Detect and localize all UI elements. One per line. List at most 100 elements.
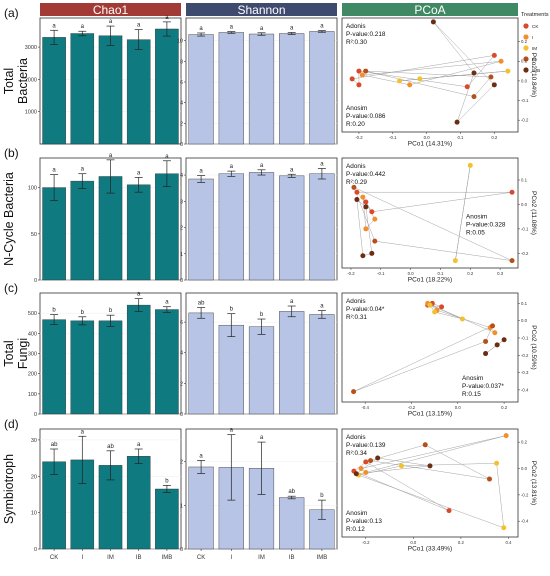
pcoa-panel-b-xlabel: PCo1 (18.22%) <box>408 277 452 284</box>
shannon-panel-a-bar-ck <box>188 34 214 145</box>
shannon-panel-b-ytick-label: 4 <box>180 173 183 179</box>
chao1-panel-b-ytick-label: 0 <box>34 278 37 284</box>
shannon-panel-b-sig-letter: a <box>230 164 234 170</box>
pcoa-panel-a-anosim-line: R:0.20 <box>346 121 365 128</box>
shannon-panel-d-ytick-label: 2 <box>180 460 183 466</box>
shannon-panel-c-ytick-label: 0 <box>180 412 183 418</box>
chao1-panel-a: 1000 2000 3000 a a a a a <box>25 15 182 145</box>
chao1-panel-c-ytick-label: 0 <box>34 412 37 418</box>
pcoa-panel-a-point-ib <box>488 74 494 80</box>
chao1-panel-c-sig-letter: b <box>52 308 56 314</box>
pcoa-panel-c-ytick-label: -0.3 <box>521 370 529 375</box>
row-title-b: N-Cycle Bacteria <box>2 172 16 266</box>
pcoa-panel-a-point-imb <box>491 82 497 88</box>
shannon-panel-a-ytick-label: 6 <box>180 80 183 86</box>
legend-marker-im <box>523 45 529 51</box>
pcoa-panel-d-point-ck <box>446 508 452 514</box>
chao1-panel-b-bar-ib <box>126 184 151 281</box>
chao1-panel-d-xtick-label: IM <box>107 555 114 561</box>
pcoa-panel-a-xtick-label: 0.2 <box>491 135 498 140</box>
pcoa-panel-d-point-ck <box>363 459 369 465</box>
pcoa-panel-c-adonis-line: Adonis <box>346 298 366 305</box>
pcoa-panel-d-xlabel: PCo1 (33.49%) <box>408 546 452 553</box>
pcoa-panel-b-point-ib <box>509 258 515 264</box>
pcoa-panel-a-group-link <box>352 55 495 80</box>
shannon-panel-a-sig-letter: a <box>290 25 294 31</box>
pcoa-panel-c-point-ib <box>483 338 489 344</box>
pcoa-panel-c-anosim-line: P-value:0.037* <box>462 383 504 390</box>
header-title-shannon: Shannon <box>237 3 285 17</box>
pcoa-panel-c-point-im <box>459 316 465 322</box>
pcoa-panel-c-ylabel: PCo2 (10.59%) <box>530 325 537 369</box>
shannon-panel-b-bar-ck <box>188 178 214 281</box>
shannon-panel-d-bar-ck <box>188 466 214 550</box>
pcoa-panel-d-point-i <box>358 466 364 472</box>
pcoa-panel-c-ytick-label: -0.1 <box>521 335 529 340</box>
shannon-panel-b-ytick-label: 1 <box>180 252 183 258</box>
pcoa-panel-d-anosim-line: P-value:0.13 <box>346 518 382 525</box>
pcoa-panel-a-point-ck <box>356 82 362 88</box>
pcoa-panel-d-group-link <box>370 460 490 480</box>
pcoa-panel-d-anosim-line: Anosim <box>346 510 367 517</box>
pcoa-panel-a-point-ck <box>491 52 497 58</box>
pcoa-panel-c-anosim-line: R:0.15 <box>462 391 481 398</box>
pcoa-panel-a-point-i <box>359 72 365 78</box>
row-title-a: Bacteria <box>16 58 30 104</box>
chao1-panel-d-xtick-label: IB <box>136 555 142 561</box>
pcoa-panel-a-point-i <box>498 58 504 64</box>
chao1-panel-b-sig-letter: a <box>81 167 85 173</box>
header-title-chao1: Chao1 <box>93 3 129 17</box>
pcoa-panel-b-point-im <box>467 162 473 168</box>
chao1-panel-c-bar-ck <box>42 319 66 415</box>
pcoa-panel-b-point-imb <box>354 197 360 203</box>
legend-marker-imb <box>523 67 529 73</box>
pcoa-panel-d-group-link <box>365 435 507 473</box>
legend-label-im: IM <box>532 46 537 51</box>
shannon-panel-d-sig-letter: b <box>320 493 324 499</box>
chao1-panel-b-sig-letter: a <box>109 153 113 159</box>
pcoa-panel-d-adonis-line: R²:0.34 <box>346 450 367 457</box>
pcoa-panel-a-group-link <box>473 76 492 97</box>
chao1-panel-a-bar-im <box>98 35 123 145</box>
pcoa-panel-a-xtick-label: -0.2 <box>355 135 363 140</box>
shannon-panel-c-ytick-label: 2 <box>180 381 183 387</box>
pcoa-panel-a-xtick-label: 0.0 <box>424 135 431 140</box>
shannon-panel-c: 0 2 4 6 ab b b a a <box>180 292 338 418</box>
pcoa-panel-a-group-link <box>365 70 491 78</box>
pcoa-panel-a-group-link <box>419 70 508 80</box>
shannon-panel-b-sig-letter: a <box>260 163 264 169</box>
pcoa-panel-d-adonis-line: P-value:0.139 <box>346 442 386 449</box>
pcoa-panel-d-adonis-line: Adonis <box>346 434 366 441</box>
shannon-panel-d-sig-letter: a <box>260 435 264 441</box>
pcoa-panel-a-point-imb <box>471 70 477 76</box>
chao1-panel-d-sig-letter: b <box>165 478 169 484</box>
pcoa-panel-d-group-link <box>401 463 497 467</box>
chao1-panel-b-sig-letter: a <box>52 168 56 174</box>
chao1-panel-b-sig-letter: a <box>137 170 141 176</box>
pcoa-panel-b-group-link <box>374 240 513 261</box>
pcoa-panel-b-point-imb <box>363 204 369 210</box>
chao1-panel-d-bar-ib <box>126 456 151 550</box>
shannon-panel-d-xtick-label: IM <box>258 555 265 561</box>
pcoa-panel-c-group-link <box>353 325 493 392</box>
chao1-panel-d-bar-ck <box>42 461 66 550</box>
pcoa-panel-a-point-ck <box>464 84 470 90</box>
header-chao1 <box>40 3 181 16</box>
pcoa-panel-a-ylabel: PCo2 (10.84%) <box>530 53 537 97</box>
pcoa-panel-a-group-link <box>362 61 502 76</box>
pcoa-panel-a-point-ck <box>356 68 362 74</box>
pcoa-panel-b-point-ck <box>369 209 375 215</box>
row-title-c: Total <box>2 340 16 366</box>
pcoa-panel-a: -0.2 -0.1 0.0 0.1 0.2 -0.2 -0.1 0.0 0.1 0.2 PCo1 (… <box>341 17 537 148</box>
pcoa-panel-b-group-link <box>362 197 367 229</box>
pcoa-panel-b-xtick-label: 0.0 <box>408 271 415 276</box>
pcoa-panel-a-xtick-label: 0.1 <box>457 135 464 140</box>
shannon-panel-a-ytick-label: 10 <box>177 39 183 45</box>
pcoa-panel-d-group-link <box>353 470 450 511</box>
pcoa-panel-d-point-imb <box>427 463 433 469</box>
shannon-panel-d-xtick-label: IMB <box>317 555 328 561</box>
pcoa-panel-b-adonis-line: P-value:0.442 <box>346 171 386 178</box>
pcoa-panel-c-ytick-label: 0.1 <box>521 301 528 306</box>
shannon-panel-d-xtick-label: IB <box>289 555 295 561</box>
